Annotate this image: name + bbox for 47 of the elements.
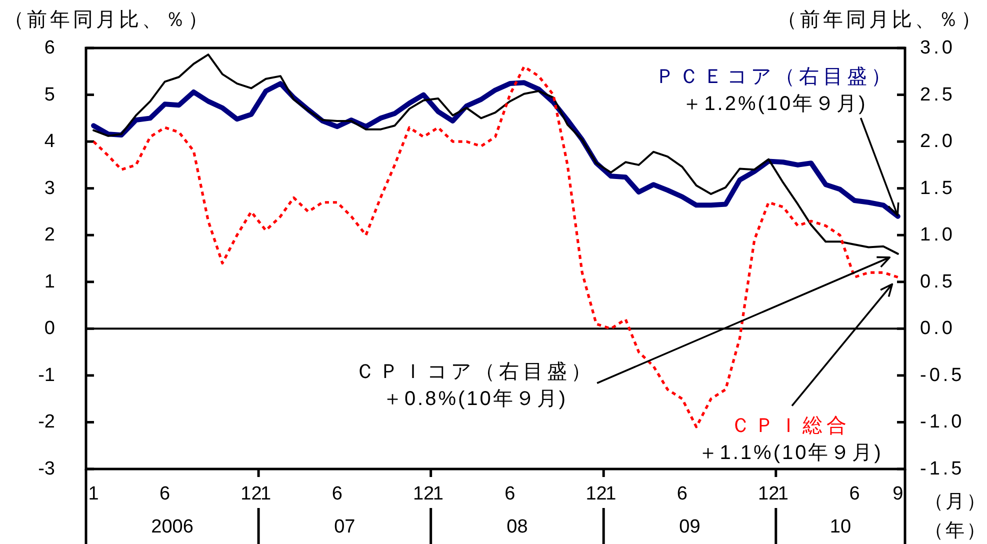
y2-tick-label: 1.5 (920, 178, 956, 199)
y-tick-label: -1 (38, 364, 55, 386)
y-tick-label: -3 (38, 458, 55, 480)
text: （年） (924, 520, 987, 542)
x-tick-label: 1 (606, 484, 616, 504)
annotation: ＋1.2%(10年９月) (682, 93, 868, 116)
y-tick-label: 5 (44, 84, 55, 106)
x-tick-label: 1 (778, 484, 788, 504)
x-tick-label: 6 (332, 484, 342, 504)
x-tick-label: 12 (586, 484, 607, 504)
x-tick-label: 6 (160, 484, 170, 504)
annotation: ＋1.1%(10年９月) (698, 442, 883, 464)
text: 09 (679, 516, 700, 538)
y-tick-label: 0 (44, 318, 55, 340)
x-tick-label: 1 (260, 484, 272, 504)
text: 08 (506, 516, 528, 538)
x-tick-label: 6 (676, 484, 688, 504)
x-tick-label: 12 (412, 484, 434, 504)
text: 07 (334, 516, 356, 538)
y2-tick-label: 2.5 (920, 84, 956, 106)
x-tick-label: 12 (758, 484, 780, 504)
y-tick-label: 2 (44, 224, 55, 246)
y-tick-label: 6 (44, 38, 55, 58)
x-tick-label: 9 (892, 484, 904, 504)
x-tick-label: 6 (504, 484, 516, 504)
y2-tick-label: -1.0 (920, 412, 965, 433)
y2-tick-label: -0.5 (920, 364, 965, 386)
y2-tick-label: 1.0 (920, 224, 956, 246)
y2-tick-label: -1.5 (920, 458, 965, 480)
text: 2006 (151, 516, 194, 538)
x-tick-label: 1 (88, 484, 99, 504)
y-tick-label: -2 (38, 412, 55, 433)
y2-tick-label: 0.0 (920, 318, 956, 340)
y-axis-title: （前年同月比、％） (4, 9, 211, 31)
x-axis-title: （月） (924, 492, 987, 512)
y-tick-label: 1 (44, 271, 55, 292)
y-tick-label: 3 (44, 178, 55, 199)
x-tick-label: 1 (432, 484, 444, 504)
x-tick-label: 12 (240, 484, 262, 504)
y2-tick-label: 2.0 (920, 131, 956, 152)
y2-axis-title: （前年同月比、％） (777, 9, 984, 31)
text: 10 (830, 516, 852, 538)
annotation: ＋0.8%(10年９月) (382, 388, 568, 410)
y2-tick-label: 0.5 (920, 271, 956, 292)
y2-tick-label: 3.0 (920, 38, 956, 58)
x-tick-label: 6 (849, 484, 860, 504)
y-tick-label: 4 (44, 131, 56, 152)
